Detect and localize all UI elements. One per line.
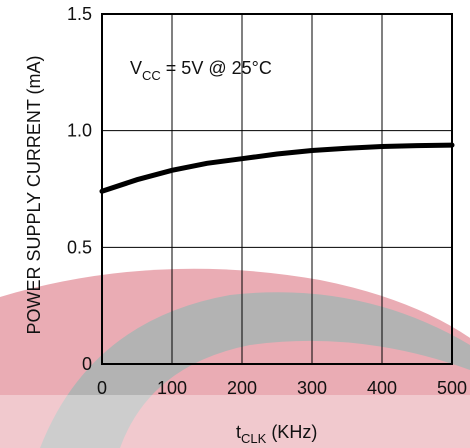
watermark-white-bottom bbox=[0, 395, 470, 448]
watermark-swoosh bbox=[0, 268, 470, 448]
x-tick-label: 500 bbox=[437, 378, 467, 398]
y-axis-title: POWER SUPPLY CURRENT (mA) bbox=[24, 55, 44, 334]
y-tick-label: 1.0 bbox=[67, 121, 92, 141]
watermark-gray-arc bbox=[40, 292, 470, 448]
y-tick-label: 0.5 bbox=[67, 237, 92, 257]
series-line bbox=[99, 142, 455, 194]
y-axis-ticks: 0 0.5 1.0 1.5 bbox=[67, 4, 92, 374]
x-tick-label: 300 bbox=[297, 378, 327, 398]
x-tick-label: 0 bbox=[97, 378, 107, 398]
x-tick-label: 400 bbox=[367, 378, 397, 398]
annotation-condition: VCC = 5V @ 25°C bbox=[130, 58, 272, 83]
y-tick-label: 0 bbox=[82, 354, 92, 374]
y-tick-label: 1.5 bbox=[67, 4, 92, 24]
x-tick-label: 200 bbox=[227, 378, 257, 398]
x-axis-title: tCLK (KHz) bbox=[236, 422, 317, 446]
x-tick-label: 100 bbox=[157, 378, 187, 398]
x-axis-ticks: 0 100 200 300 400 500 bbox=[97, 378, 467, 398]
grid-lines bbox=[102, 14, 452, 364]
